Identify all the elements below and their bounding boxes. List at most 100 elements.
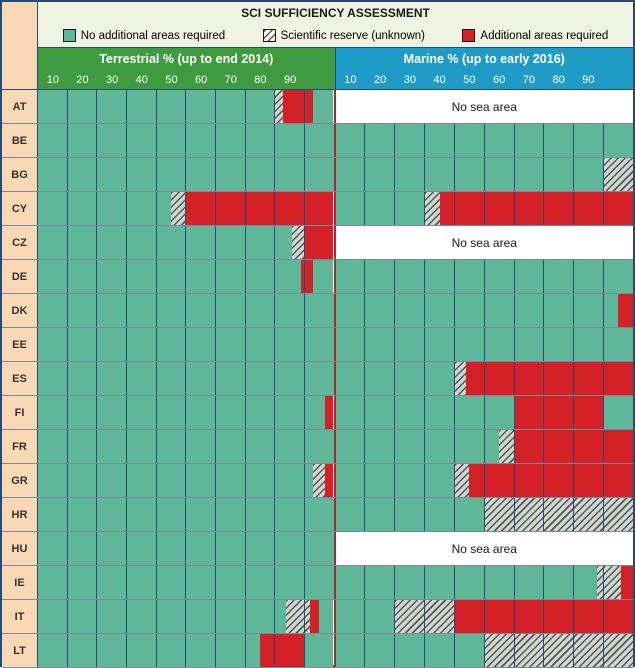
grid-cell (515, 192, 545, 225)
grid-cell (485, 124, 515, 157)
grid-cell (246, 328, 276, 361)
swatch-sci-icon (263, 29, 276, 42)
grid-cell (216, 158, 246, 191)
grid-cell (38, 90, 68, 123)
grid-cell (216, 600, 246, 633)
marine-header: Marine % (up to early 2016) (336, 48, 634, 70)
grid-cell (186, 260, 216, 293)
grid-cell (68, 90, 98, 123)
grid-cell (574, 600, 604, 633)
marine-half: No sea area (336, 226, 634, 259)
grid-cell (544, 192, 574, 225)
country-code-label: LT (2, 634, 38, 667)
grid-cell (336, 464, 366, 497)
grid-cell (275, 294, 305, 327)
table-row: EE (2, 328, 633, 362)
grid-cell (38, 498, 68, 531)
grid-cell (544, 634, 574, 667)
grid-cell (336, 362, 366, 395)
grid-cell (305, 600, 334, 633)
grid-cell (275, 634, 305, 667)
grid-cell (246, 396, 276, 429)
terrestrial-half (38, 158, 336, 191)
axis-tick: 20 (68, 70, 98, 89)
marine-half (336, 566, 634, 599)
grid-cell (38, 566, 68, 599)
grid-cell (395, 328, 425, 361)
table-row: IE (2, 566, 633, 600)
grid-cell (186, 498, 216, 531)
grid-cell (425, 430, 455, 463)
grid-cell (38, 532, 68, 565)
grid-cell (425, 464, 455, 497)
grid-cell (336, 634, 366, 667)
grid-cell (336, 260, 366, 293)
terrestrial-half (38, 464, 336, 497)
grid-cell (455, 396, 485, 429)
table-row: FR (2, 430, 633, 464)
grid-cell (455, 634, 485, 667)
grid-cell (216, 396, 246, 429)
grid-cell (216, 430, 246, 463)
label-col-spacer (2, 70, 38, 90)
grid-cell (485, 328, 515, 361)
marine-half (336, 396, 634, 429)
grid-cell (395, 158, 425, 191)
grid-cell (336, 498, 366, 531)
grid-cell (127, 260, 157, 293)
no-sea-area-label: No sea area (336, 226, 634, 259)
grid-cell (68, 532, 98, 565)
grid-cell (305, 328, 334, 361)
grid-cell (365, 192, 395, 225)
country-code-label: FR (2, 430, 38, 463)
legend-label-add: Additional areas required (480, 30, 608, 42)
grid-cell (365, 634, 395, 667)
grid-cell (515, 498, 545, 531)
table-row: CY (2, 192, 633, 226)
grid-cell (425, 498, 455, 531)
grid-cell (97, 566, 127, 599)
grid-cell (157, 260, 187, 293)
grid-cell (425, 328, 455, 361)
grid-cell (186, 532, 216, 565)
terrestrial-half (38, 124, 336, 157)
marine-half (336, 260, 634, 293)
grid-cell (275, 362, 305, 395)
grid-cell (574, 566, 604, 599)
grid-cell (275, 260, 305, 293)
legend-item-none: No additional areas required (63, 29, 225, 42)
grid-cell (395, 498, 425, 531)
grid-cell (157, 328, 187, 361)
grid-cell (425, 396, 455, 429)
terrestrial-half (38, 362, 336, 395)
grid-cell (425, 566, 455, 599)
grid-cell (425, 260, 455, 293)
grid-cell (97, 294, 127, 327)
grid-cell (157, 124, 187, 157)
axis-tick: 50 (455, 70, 485, 89)
grid-cell (455, 566, 485, 599)
grid-cell (38, 430, 68, 463)
grid-cell (127, 158, 157, 191)
grid-cell (246, 294, 276, 327)
table-row: IT (2, 600, 633, 634)
grid-cell (544, 464, 574, 497)
grid-cell (97, 328, 127, 361)
axis-tick: 80 (246, 70, 276, 89)
subheader-row: Terrestrial % (up to end 2014) Marine % … (2, 48, 633, 70)
grid-cell (604, 464, 633, 497)
grid-cell (275, 328, 305, 361)
country-code-label: CY (2, 192, 38, 225)
grid-cell (604, 498, 633, 531)
grid-cell (38, 396, 68, 429)
grid-cell (246, 226, 276, 259)
grid-cell (157, 430, 187, 463)
grid-cell (425, 634, 455, 667)
grid-cell (365, 294, 395, 327)
grid-cell (455, 124, 485, 157)
grid-cell (186, 430, 216, 463)
grid-cell (395, 464, 425, 497)
legend-item-add: Additional areas required (462, 29, 608, 42)
grid-cell (68, 158, 98, 191)
table-row: FI (2, 396, 633, 430)
